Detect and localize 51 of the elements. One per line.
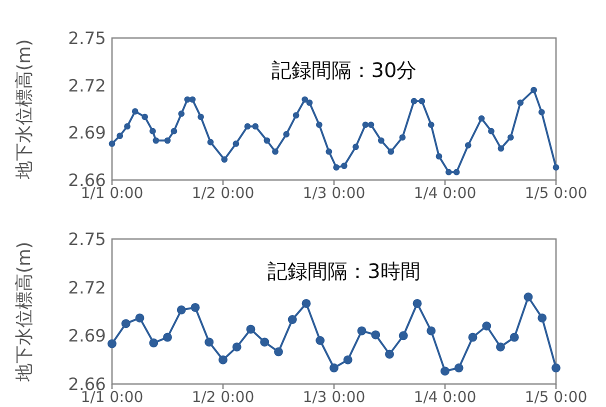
x-tick-label: 1/5 0:00 bbox=[524, 388, 588, 406]
point bbox=[371, 330, 380, 340]
point bbox=[552, 363, 560, 372]
point bbox=[510, 332, 519, 342]
point bbox=[232, 342, 242, 352]
y-tick-label: 2.72 bbox=[68, 278, 106, 298]
x-tick-label: 1/3 0:00 bbox=[302, 388, 366, 406]
point bbox=[482, 322, 492, 330]
x-tick-label: 1/4 0:00 bbox=[414, 184, 476, 202]
point bbox=[218, 355, 228, 364]
point bbox=[412, 298, 422, 308]
point bbox=[496, 342, 505, 352]
point bbox=[288, 315, 297, 324]
y-tick-label: 2.69 bbox=[68, 124, 106, 144]
text: 記録間隔：3時間 bbox=[268, 259, 420, 283]
point bbox=[246, 324, 256, 334]
point bbox=[176, 305, 186, 314]
y-axis-title: 地下水位標高(m) bbox=[14, 39, 35, 180]
point bbox=[454, 363, 464, 372]
point bbox=[385, 350, 394, 359]
point bbox=[163, 332, 172, 342]
point bbox=[190, 302, 200, 312]
point bbox=[468, 332, 478, 342]
x-tick-label: 1/3 0:00 bbox=[302, 184, 366, 202]
point bbox=[121, 319, 130, 328]
point bbox=[440, 366, 450, 376]
point bbox=[204, 338, 214, 347]
y-tick-label: 2.72 bbox=[68, 76, 106, 96]
x-tick-label: 1/4 0:00 bbox=[414, 388, 476, 406]
x-tick-label: 1/5 0:00 bbox=[524, 184, 588, 202]
x-tick-label: 1/2 0:00 bbox=[192, 184, 254, 202]
point bbox=[274, 347, 283, 356]
x-tick-label: 1/2 0:00 bbox=[192, 388, 254, 406]
point bbox=[302, 298, 311, 308]
point bbox=[260, 338, 270, 347]
point bbox=[538, 313, 547, 322]
y-tick-label: 2.75 bbox=[68, 230, 106, 250]
y-axis-title: 地下水位標高(m) bbox=[14, 242, 35, 382]
point bbox=[426, 326, 436, 336]
point bbox=[398, 331, 408, 340]
point bbox=[357, 326, 366, 336]
y-tick-label: 2.75 bbox=[68, 29, 106, 49]
text: 記録間隔：30分 bbox=[271, 58, 417, 82]
point bbox=[316, 336, 325, 345]
point bbox=[149, 338, 158, 348]
point bbox=[108, 339, 116, 348]
point bbox=[524, 292, 533, 302]
point bbox=[330, 363, 338, 372]
point bbox=[343, 355, 352, 364]
point bbox=[135, 313, 144, 322]
y-tick-label: 2.69 bbox=[68, 326, 106, 347]
